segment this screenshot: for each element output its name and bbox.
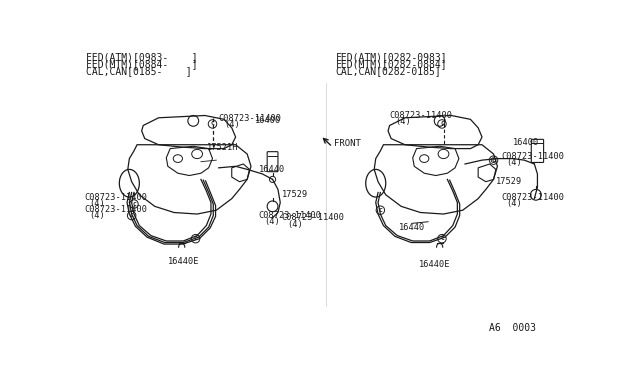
Text: (4): (4) [287, 219, 303, 228]
Text: (4): (4) [507, 199, 522, 208]
Text: C08723-11400: C08723-11400 [219, 114, 282, 123]
Text: FED(MTM)[0884-    ]: FED(MTM)[0884- ] [86, 59, 198, 69]
Text: A6  0003: A6 0003 [489, 323, 536, 333]
Text: (4): (4) [395, 117, 411, 126]
Text: FED(MTM)[0282-0884]: FED(MTM)[0282-0884] [336, 59, 447, 69]
Text: C: C [440, 121, 444, 126]
Text: C: C [211, 121, 214, 126]
Text: 16440E: 16440E [419, 260, 451, 269]
Text: 17529: 17529 [282, 190, 308, 199]
Text: C08723-11400: C08723-11400 [84, 193, 147, 202]
Text: C: C [378, 208, 382, 213]
Text: C: C [132, 202, 136, 206]
Text: C: C [194, 236, 197, 241]
Text: (4): (4) [90, 199, 105, 208]
Text: FED(ATM)[0282-0983]: FED(ATM)[0282-0983] [336, 52, 447, 62]
Text: 16440: 16440 [259, 165, 285, 174]
Text: C08723-11400: C08723-11400 [390, 111, 452, 120]
Text: C08723-11400: C08723-11400 [84, 205, 147, 214]
Text: (4): (4) [90, 211, 105, 220]
Text: C08723-11400: C08723-11400 [501, 152, 564, 161]
Text: FED(ATM)[0983-    ]: FED(ATM)[0983- ] [86, 52, 198, 62]
Text: C08723-11400: C08723-11400 [501, 193, 564, 202]
Text: CAL,CAN[0185-    ]: CAL,CAN[0185- ] [86, 66, 192, 76]
Text: (4): (4) [507, 158, 522, 167]
Text: 16400: 16400 [513, 138, 539, 147]
Text: 17529: 17529 [496, 177, 522, 186]
Text: C08723-11400: C08723-11400 [282, 214, 345, 222]
Text: 16400: 16400 [255, 116, 281, 125]
Text: FRONT: FRONT [334, 139, 361, 148]
Text: C: C [440, 236, 444, 241]
Text: C08723-11400: C08723-11400 [259, 211, 322, 220]
Text: 17521H: 17521H [207, 142, 239, 151]
Text: CAL,CAN[0282-0185]: CAL,CAN[0282-0185] [336, 66, 442, 76]
Text: 16440: 16440 [399, 222, 425, 232]
Text: C: C [492, 158, 495, 163]
Text: (4): (4) [224, 120, 240, 129]
Text: (4): (4) [264, 217, 280, 226]
Text: 16440E: 16440E [168, 257, 199, 266]
Text: C: C [130, 213, 134, 218]
